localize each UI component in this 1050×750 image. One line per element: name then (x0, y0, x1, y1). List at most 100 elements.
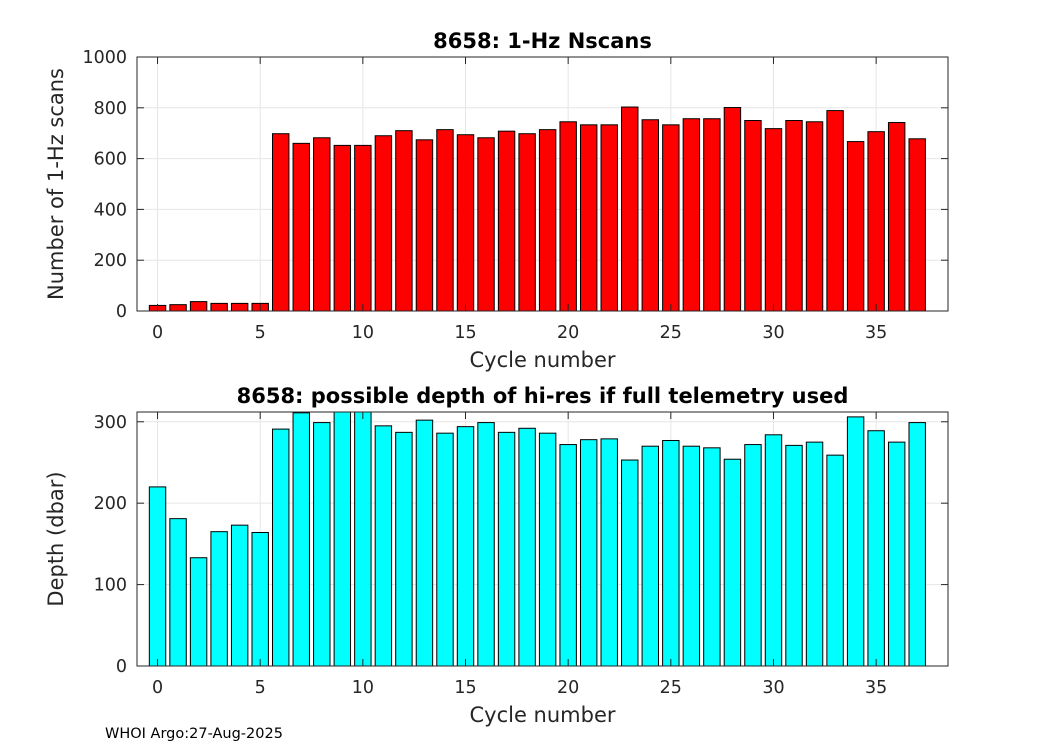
depth-bar (621, 459, 639, 667)
depth-x-axis-label: Cycle number (469, 703, 615, 727)
nscans-bar (292, 142, 310, 312)
depth-bar (333, 411, 352, 667)
nscans-bar (785, 120, 803, 312)
nscans-bar (846, 141, 865, 312)
nscans-bar (579, 124, 598, 312)
nscans-ytick-label: 600 (94, 150, 127, 170)
depth-chart-title: 8658: possible depth of hi-res if full t… (237, 384, 849, 408)
depth-bar (395, 431, 413, 667)
nscans-xtick-label: 25 (660, 323, 682, 343)
depth-bar (189, 557, 208, 667)
depth-xtick-label: 35 (865, 678, 887, 698)
nscans-bar (559, 121, 577, 312)
nscans-xtick-label: 0 (152, 323, 163, 343)
depth-bar (436, 432, 454, 667)
nscans-bar (764, 128, 783, 312)
depth-y-axis-label: Depth (dbar) (44, 471, 68, 606)
nscans-bar (497, 130, 516, 312)
depth-bar (744, 444, 762, 667)
nscans-bar (867, 131, 885, 312)
depth-xtick-label: 10 (352, 678, 374, 698)
nscans-bar (744, 120, 762, 312)
footer-credit: WHOI Argo:27-Aug-2025 (105, 726, 283, 742)
depth-xtick-label: 30 (762, 678, 784, 698)
depth-bar (497, 431, 516, 667)
depth-bar (579, 439, 598, 667)
depth-ytick-label: 200 (94, 494, 127, 514)
nscans-bar (374, 135, 393, 312)
nscans-ytick-label: 1000 (82, 48, 127, 68)
nscans-ytick-label: 400 (94, 200, 127, 220)
nscans-bar (415, 139, 434, 312)
nscans-bar (887, 122, 906, 312)
nscans-chart-title: 8658: 1-Hz Nscans (433, 29, 652, 53)
depth-bar (641, 445, 660, 667)
depth-bar (415, 419, 434, 667)
depth-bar (764, 434, 783, 667)
depth-bar (456, 426, 475, 667)
nscans-xtick-label: 10 (352, 323, 374, 343)
nscans-bar (477, 137, 495, 312)
depth-bar (169, 518, 187, 667)
nscans-axes-box (136, 56, 949, 312)
depth-bar (908, 422, 926, 667)
depth-ytick-label: 300 (94, 413, 127, 433)
nscans-bar (805, 121, 824, 312)
depth-bar (538, 432, 557, 667)
depth-bar (662, 439, 680, 667)
depth-bar (292, 412, 310, 667)
depth-bar (826, 454, 844, 667)
depth-ytick-label: 100 (94, 576, 127, 596)
nscans-bar (662, 124, 680, 312)
depth-bar (887, 441, 906, 667)
nscans-xtick-label: 15 (454, 323, 476, 343)
depth-bar (210, 531, 228, 667)
depth-xtick-label: 15 (454, 678, 476, 698)
nscans-bar (272, 133, 290, 312)
depth-bar (354, 411, 372, 667)
nscans-bar (456, 134, 475, 312)
depth-chart: 0 5 10 15 20 25 30 35 0 100 200 300 8658: possible d… (44, 384, 949, 727)
depth-xtick-label: 0 (152, 678, 163, 698)
nscans-xtick-label: 30 (762, 323, 784, 343)
depth-bar (518, 427, 536, 667)
nscans-bar (354, 144, 372, 312)
depth-bar (805, 441, 824, 667)
nscans-bar (333, 144, 352, 312)
nscans-xtick-label: 35 (865, 323, 887, 343)
depth-bar (148, 486, 167, 667)
nscans-x-axis-label: Cycle number (469, 348, 615, 372)
depth-bar (682, 445, 701, 667)
nscans-bar (723, 107, 742, 312)
nscans-bar (169, 304, 187, 312)
depth-bar (867, 430, 885, 667)
depth-bar (477, 422, 495, 667)
nscans-xtick-label: 5 (255, 323, 266, 343)
depth-bar (313, 422, 331, 667)
nscans-chart: 0 5 10 15 20 25 30 35 0 200 400 600 800 1000 8658: 1-H… (44, 29, 949, 372)
nscans-bar (908, 138, 926, 312)
nscans-bar (395, 130, 413, 312)
depth-bar (251, 531, 269, 667)
nscans-bar (518, 133, 536, 312)
nscans-bar (703, 118, 721, 312)
nscans-bar (313, 137, 331, 312)
depth-bar (230, 524, 249, 667)
nscans-ytick-label: 200 (94, 251, 127, 271)
nscans-bar (826, 110, 844, 312)
nscans-bar (538, 129, 557, 312)
nscans-ytick-label: 0 (116, 302, 127, 322)
depth-xtick-label: 5 (255, 678, 266, 698)
nscans-bar (189, 301, 208, 312)
depth-bar (785, 444, 803, 667)
depth-bar (559, 444, 577, 667)
nscans-bar (230, 302, 249, 312)
depth-bar (703, 447, 721, 667)
nscans-bar (682, 118, 701, 312)
nscans-bar (436, 129, 454, 312)
depth-xtick-label: 25 (660, 678, 682, 698)
depth-bar (846, 416, 865, 667)
nscans-xtick-label: 20 (557, 323, 579, 343)
nscans-bar (621, 106, 639, 312)
